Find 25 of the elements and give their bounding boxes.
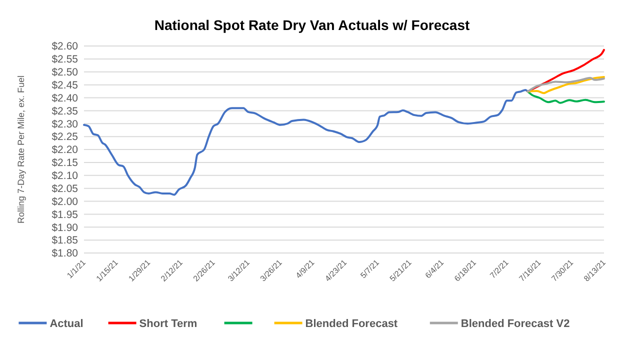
y-tick-label: $2.45 (52, 79, 78, 92)
y-tick-label: $2.10 (52, 170, 78, 182)
y-tick-label: $2.20 (52, 144, 78, 156)
legend-label: Blended Forecast (305, 318, 398, 330)
y-axis-title: Rolling 7-Day Rate Per Mile, ex. Fuel (16, 75, 26, 224)
y-tick-label: $2.50 (52, 66, 78, 79)
line-series (526, 90, 605, 104)
y-tick-label: $2.60 (52, 40, 78, 53)
y-tick-label: $1.80 (52, 248, 78, 260)
legend-label: Blended Forecast V2 (460, 318, 570, 330)
legend-label: Short Term (139, 318, 198, 330)
line-series (83, 88, 529, 196)
y-tick-label: $2.15 (52, 157, 78, 170)
y-tick-label: $1.85 (52, 234, 78, 247)
legend-label: Actual (50, 318, 84, 330)
y-tick-label: $1.90 (52, 222, 78, 234)
y-tick-label: $2.25 (52, 131, 78, 144)
y-tick-label: $2.40 (52, 92, 78, 104)
y-tick-label: $1.95 (52, 208, 78, 221)
y-tick-label: $2.05 (52, 182, 78, 195)
y-tick-label: $2.35 (52, 105, 78, 118)
y-tick-label: $2.30 (52, 118, 78, 130)
chart-title: National Spot Rate Dry Van Actuals w/ Forecast (154, 17, 470, 33)
y-tick-label: $2.55 (52, 54, 78, 66)
y-tick-label: $2.00 (52, 196, 78, 208)
